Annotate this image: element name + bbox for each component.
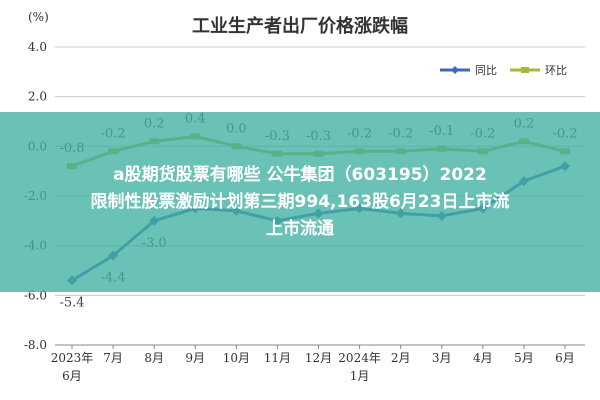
- chart-title: 工业生产者出厂价格涨跌幅: [192, 16, 408, 37]
- overlay-line-3: 上市流通: [266, 219, 334, 239]
- x-tick-label: 2023年: [51, 351, 94, 365]
- legend: 同比 环比: [440, 64, 567, 77]
- overlay-line-2: 限制性股票激励计划第三期994,163股6月23日上市流: [90, 192, 510, 212]
- x-tick-label: 7月: [103, 351, 123, 365]
- overlay-line-1: a股期货股票有哪些 公牛集团（603195）2022: [113, 165, 487, 185]
- overlay-banner: [0, 112, 600, 292]
- data-label: -5.4: [59, 295, 84, 310]
- x-tick-label: 9月: [185, 351, 205, 365]
- x-tick-label: 6月: [555, 351, 575, 365]
- y-axis-unit: (%): [28, 10, 49, 24]
- legend-marker: [521, 67, 529, 73]
- x-tick-label: 6月: [62, 369, 82, 383]
- legend-marker: [451, 66, 459, 74]
- x-tick-label: 8月: [144, 351, 164, 365]
- x-tick-label: 11月: [264, 351, 291, 365]
- y-tick-label: 4.0: [28, 40, 47, 54]
- x-tick-label: 3月: [432, 351, 452, 365]
- x-tick-label: 2024年: [338, 351, 381, 365]
- x-tick-label: 10月: [223, 351, 250, 365]
- x-tick-label: 2月: [391, 351, 411, 365]
- y-tick-label: -8.0: [24, 338, 47, 352]
- y-tick-label: 2.0: [28, 90, 47, 104]
- x-tick-label: 5月: [514, 351, 534, 365]
- overlay-text: a股期货股票有哪些 公牛集团（603195）2022 限制性股票激励计划第三期9…: [0, 162, 600, 243]
- x-tick-label: 1月: [350, 369, 370, 383]
- legend-label: 环比: [545, 64, 567, 77]
- legend-label: 同比: [475, 64, 497, 77]
- x-tick-label: 4月: [473, 351, 493, 365]
- x-tick-label: 12月: [305, 351, 332, 365]
